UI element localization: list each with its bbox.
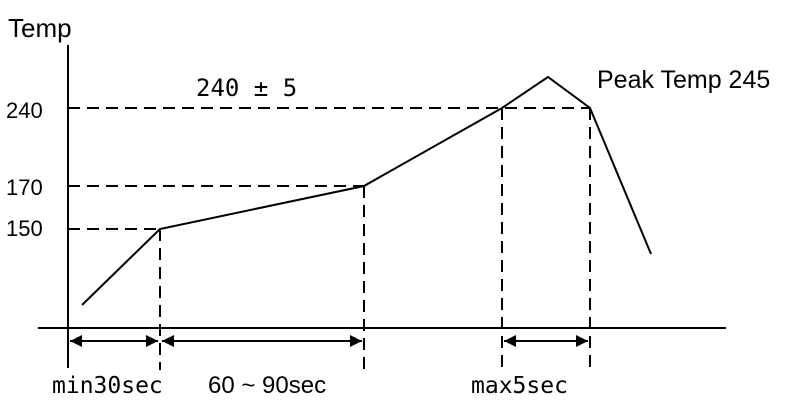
interval-label-1: min30sec <box>52 373 163 399</box>
band-label: 240 ± 5 <box>196 74 297 102</box>
interval-label-2: 60 ~ 90sec <box>208 372 326 399</box>
interval-label-3: max5sec <box>471 373 568 399</box>
interval-arrow-3 <box>504 335 588 347</box>
interval-arrow-1 <box>70 335 158 347</box>
y-tick-150: 150 <box>6 216 43 241</box>
y-tick-170: 170 <box>6 175 43 200</box>
y-tick-240: 240 <box>6 98 43 123</box>
peak-label: Peak Temp 245 <box>597 66 770 94</box>
temperature-profile-curve <box>81 75 652 306</box>
y-axis-title: Temp <box>8 13 72 43</box>
interval-arrow-2 <box>162 335 362 347</box>
